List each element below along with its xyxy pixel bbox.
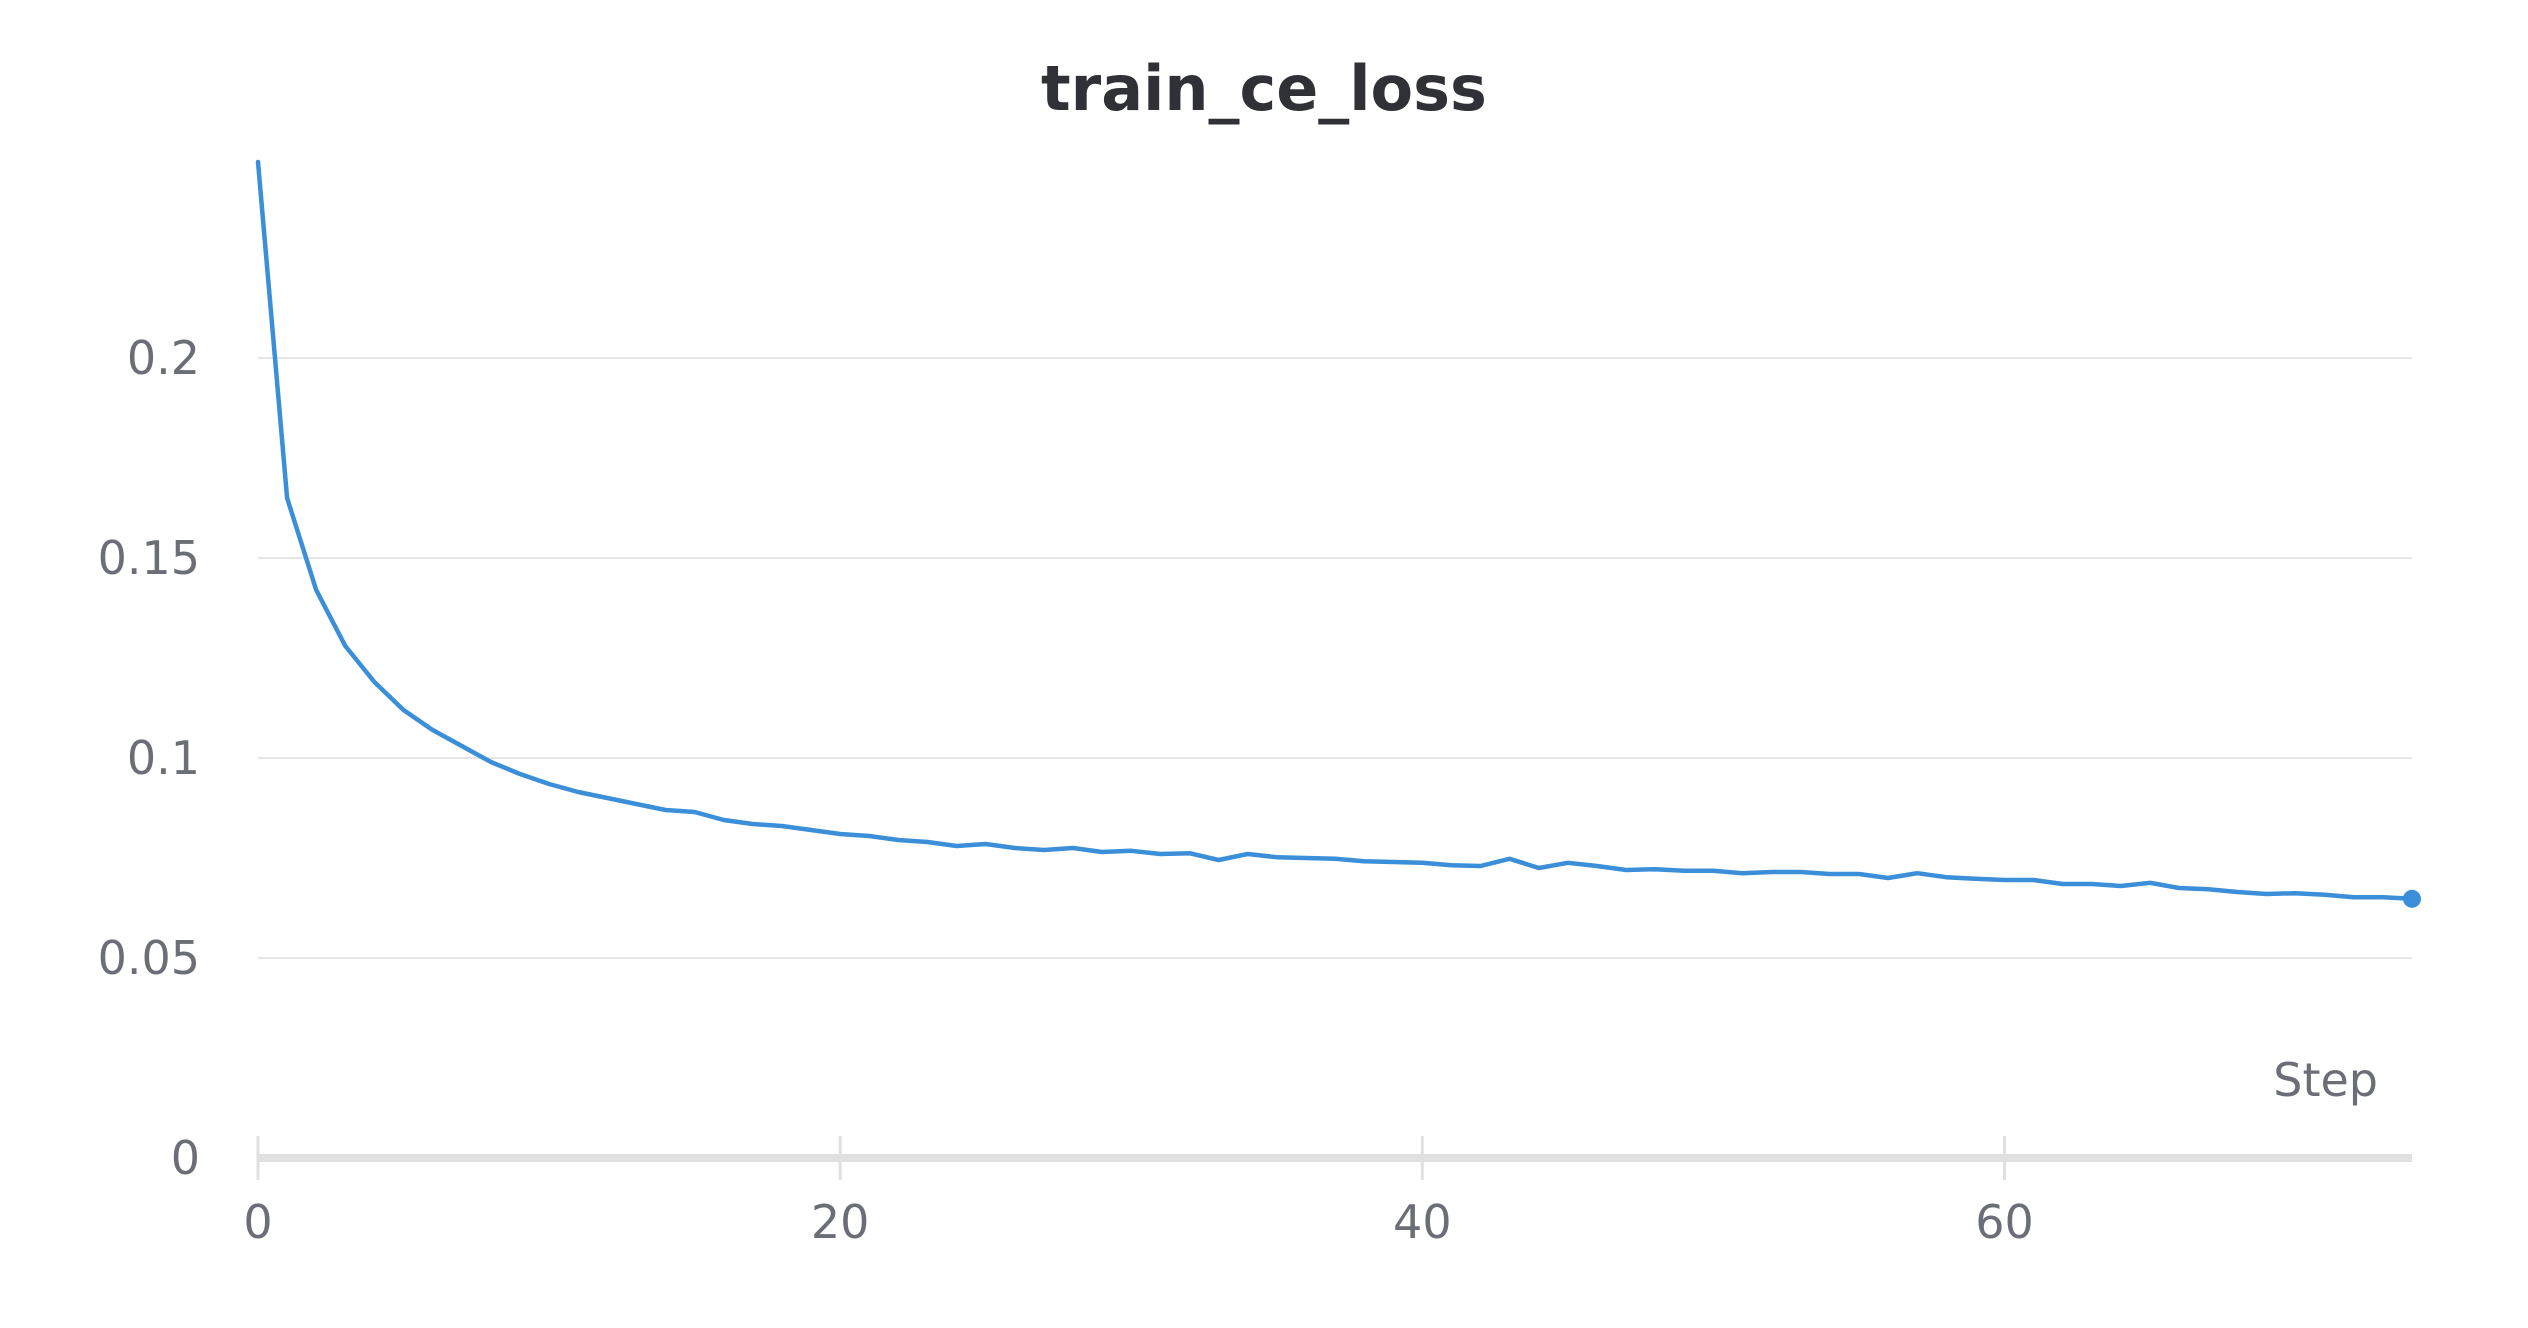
x-axis-label: Step xyxy=(2273,1053,2378,1107)
series-last-point xyxy=(2403,889,2421,908)
x-tick-label: 20 xyxy=(811,1195,870,1249)
x-tick-label: 60 xyxy=(1975,1195,2034,1249)
y-tick-label: 0.15 xyxy=(98,531,200,585)
y-tick-label: 0.1 xyxy=(127,731,200,785)
y-axis-ticks: 0 0.05 0.1 0.15 0.2 xyxy=(98,331,200,1185)
x-axis-ticks: 0 20 40 60 xyxy=(243,1136,2034,1249)
series-line xyxy=(255,159,2415,902)
y-tick-label: 0.2 xyxy=(127,331,200,385)
grid-lines xyxy=(258,357,2412,959)
y-tick-label: 0 xyxy=(171,1131,200,1185)
series-layer xyxy=(255,159,2421,908)
x-tick-label: 0 xyxy=(243,1195,272,1249)
x-tick-label: 40 xyxy=(1393,1195,1452,1249)
y-tick-label: 0.05 xyxy=(98,931,200,985)
chart-title: train_ce_loss xyxy=(1041,52,1487,125)
